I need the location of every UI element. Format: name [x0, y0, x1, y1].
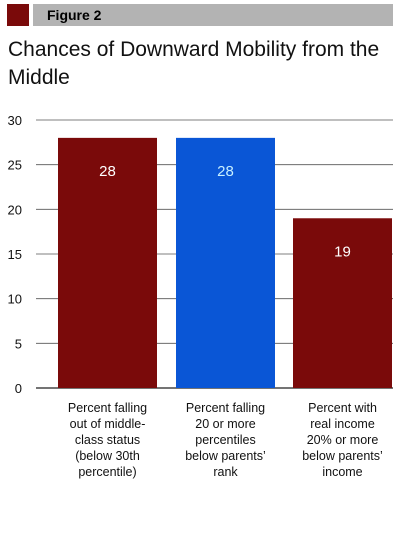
category-label: Percent falling [68, 401, 147, 415]
y-tick-label: 5 [15, 336, 22, 351]
bar [58, 137, 157, 388]
bar [176, 137, 275, 388]
category-label: income [322, 465, 362, 479]
category-label: (below 30th [75, 449, 140, 463]
figure-swatch [7, 4, 29, 26]
figure-band: Figure 2 [33, 4, 393, 26]
category-label: out of middle- [70, 417, 146, 431]
data-label: 19 [334, 243, 351, 260]
category-label: Percent falling [186, 401, 265, 415]
y-tick-label: 0 [15, 381, 22, 396]
category-label: rank [213, 465, 238, 479]
y-tick-label: 30 [8, 113, 22, 128]
data-label: 28 [217, 163, 234, 180]
data-label: 28 [99, 163, 116, 180]
figure-label: Figure 2 [47, 7, 102, 23]
y-tick-label: 25 [8, 158, 22, 173]
y-tick-label: 15 [8, 247, 22, 262]
category-label: Percent with [308, 401, 377, 415]
y-tick-label: 20 [8, 202, 22, 217]
category-label: below parents’ [185, 449, 266, 463]
category-label: 20 or more [195, 417, 255, 431]
chart-title: Chances of Downward Mobility from the Mi… [8, 38, 380, 89]
y-tick-label: 10 [8, 292, 22, 307]
category-label: below parents’ [302, 449, 383, 463]
category-label: percentiles [195, 433, 255, 447]
category-label: percentile) [78, 465, 136, 479]
category-label: 20% or more [307, 433, 379, 447]
category-label: real income [310, 417, 375, 431]
figure-header: Figure 2 [7, 4, 393, 26]
bar [293, 218, 392, 388]
category-label: class status [75, 433, 140, 447]
